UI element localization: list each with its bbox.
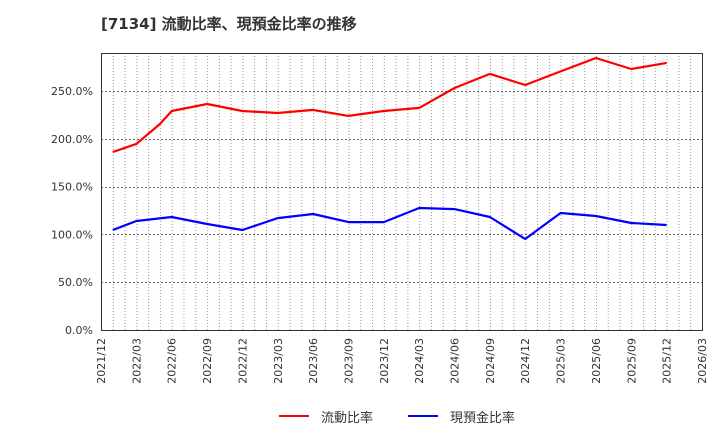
x-tick-label: 2025/09 <box>625 338 638 384</box>
legend: 流動比率 現預金比率 <box>0 406 720 426</box>
series-line <box>112 206 667 241</box>
y-tick-label: 0.0% <box>65 324 93 337</box>
x-tick-label: 2022/06 <box>166 338 179 384</box>
x-tick-label: 2021/12 <box>95 338 108 384</box>
y-tick-label: 200.0% <box>51 133 93 146</box>
y-tick-label: 50.0% <box>58 276 93 289</box>
x-tick-label: 2024/12 <box>519 338 532 384</box>
x-axis-ticks: 2021/12 2022/03 2022/06 2022/09 2022/12 2023/… <box>95 338 709 384</box>
x-tick-label: 2023/12 <box>378 338 391 384</box>
x-tick-label: 2025/06 <box>590 338 603 384</box>
x-tick-label: 2022/09 <box>201 338 214 384</box>
legend-swatch-red-line-icon <box>279 415 309 417</box>
x-tick-label: 2024/06 <box>449 338 462 384</box>
chart-title: [7134] 流動比率、現預金比率の推移 <box>101 15 357 33</box>
x-tick-label: 2025/03 <box>555 338 568 384</box>
x-tick-label: 2022/03 <box>130 338 143 384</box>
x-tick-label: 2023/03 <box>272 338 285 384</box>
y-axis-ticks: 0.0% 50.0% 100.0% 150.0% 200.0% 250.0% <box>51 85 93 337</box>
x-tick-label: 2024/09 <box>484 338 497 384</box>
x-tick-label: 2025/12 <box>661 338 674 384</box>
x-tick-label: 2024/03 <box>413 338 426 384</box>
series-line <box>112 56 667 154</box>
legend-item-current-ratio: 流動比率 <box>279 406 373 426</box>
legend-swatch-blue-line-icon <box>408 415 438 417</box>
x-tick-label: 2022/12 <box>236 338 249 384</box>
plot-frame <box>101 53 703 331</box>
legend-label: 現預金比率 <box>450 410 516 426</box>
data-series <box>112 56 667 241</box>
y-tick-label: 250.0% <box>51 85 93 98</box>
y-tick-label: 150.0% <box>51 181 93 194</box>
x-tick-label: 2023/09 <box>342 338 355 384</box>
legend-item-cash-ratio: 現預金比率 <box>408 406 515 426</box>
grid-lines <box>101 53 702 330</box>
legend-label: 流動比率 <box>321 410 374 426</box>
y-tick-label: 100.0% <box>51 228 93 241</box>
x-tick-label: 2026/03 <box>696 338 709 384</box>
x-tick-label: 2023/06 <box>307 338 320 384</box>
